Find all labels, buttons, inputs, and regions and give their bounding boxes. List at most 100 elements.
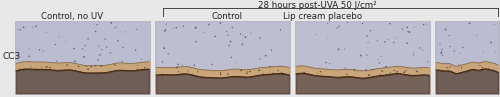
Point — [438, 51, 446, 53]
Point — [80, 56, 88, 58]
Point — [111, 27, 119, 29]
Point — [78, 48, 86, 49]
Point — [490, 24, 498, 25]
Point — [226, 41, 234, 42]
Point — [492, 51, 500, 53]
Point — [231, 61, 239, 63]
Point — [114, 40, 122, 42]
Point — [52, 44, 60, 45]
Point — [228, 27, 236, 28]
Point — [416, 47, 424, 49]
Point — [326, 63, 334, 64]
Point — [26, 48, 34, 50]
Point — [382, 66, 390, 68]
Point — [382, 74, 390, 76]
Point — [366, 30, 374, 31]
Point — [112, 65, 120, 66]
Point — [413, 71, 421, 72]
Point — [224, 35, 232, 36]
Point — [255, 70, 263, 71]
Point — [134, 65, 142, 66]
Point — [175, 71, 183, 72]
Point — [410, 51, 418, 53]
Point — [71, 61, 79, 62]
Point — [476, 65, 484, 66]
Point — [410, 54, 418, 56]
Point — [363, 54, 371, 56]
Point — [39, 50, 47, 52]
Point — [364, 42, 372, 43]
Point — [192, 41, 200, 42]
Point — [358, 23, 366, 24]
Point — [16, 68, 24, 70]
Text: Control, no UV: Control, no UV — [42, 12, 104, 21]
Point — [225, 45, 233, 46]
Point — [140, 67, 148, 68]
Point — [404, 31, 412, 32]
Point — [84, 38, 92, 39]
Point — [244, 71, 252, 72]
Point — [424, 61, 432, 62]
Point — [36, 49, 44, 51]
Point — [278, 72, 285, 73]
Point — [164, 53, 172, 55]
Point — [74, 66, 82, 67]
Point — [42, 32, 50, 33]
Point — [237, 70, 245, 71]
Point — [403, 27, 411, 28]
Point — [374, 40, 382, 42]
Point — [178, 64, 186, 66]
Point — [158, 61, 166, 63]
Point — [80, 50, 88, 51]
Point — [377, 55, 385, 57]
Bar — [295, 21, 430, 94]
Point — [87, 66, 95, 68]
Point — [487, 42, 495, 43]
Point — [188, 74, 196, 76]
Point — [393, 71, 401, 73]
Point — [406, 31, 413, 33]
Point — [478, 67, 486, 68]
Point — [238, 43, 246, 45]
Point — [410, 27, 418, 28]
Point — [93, 24, 101, 25]
Point — [112, 26, 120, 28]
Point — [446, 46, 454, 47]
Point — [46, 67, 54, 68]
Point — [184, 70, 192, 72]
Point — [402, 70, 410, 71]
Point — [194, 71, 202, 73]
Point — [132, 49, 140, 51]
Point — [200, 32, 208, 33]
Point — [400, 71, 408, 73]
Bar — [155, 21, 290, 94]
Point — [380, 75, 388, 76]
Point — [52, 61, 60, 62]
Point — [365, 74, 373, 76]
Point — [158, 74, 166, 75]
Point — [95, 45, 103, 47]
Point — [456, 64, 464, 66]
Point — [365, 74, 373, 76]
Point — [92, 31, 100, 32]
Point — [269, 72, 277, 74]
Point — [106, 52, 114, 54]
Point — [42, 66, 50, 68]
Point — [356, 55, 364, 56]
Point — [242, 36, 250, 38]
Point — [384, 39, 392, 40]
Point — [460, 59, 468, 60]
Point — [266, 66, 274, 68]
Point — [392, 37, 400, 39]
Point — [423, 24, 431, 26]
Point — [178, 73, 186, 75]
Point — [174, 64, 182, 65]
Point — [276, 29, 284, 31]
Text: 28 hours post-UVA 50 J/cm²: 28 hours post-UVA 50 J/cm² — [258, 1, 377, 10]
Point — [456, 52, 464, 54]
Point — [316, 71, 324, 72]
Point — [279, 74, 287, 75]
Point — [466, 23, 473, 24]
Point — [32, 26, 40, 27]
Point — [118, 61, 126, 62]
